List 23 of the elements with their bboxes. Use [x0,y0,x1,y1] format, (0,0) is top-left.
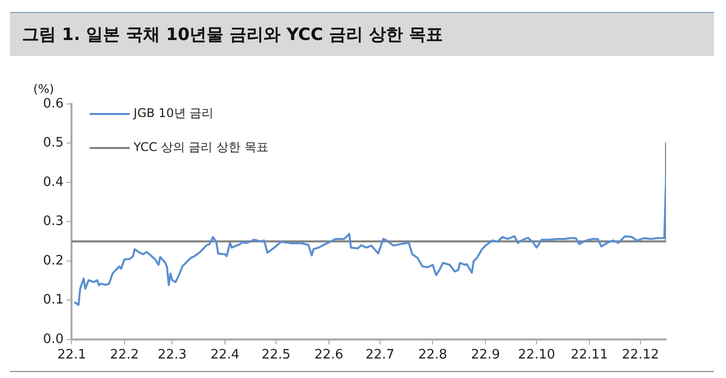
x-tick-label: 22.7 [365,348,394,363]
chart-title: 그림 1. 일본 국채 10년물 금리와 YCC 금리 상한 목표 [22,24,443,46]
legend-label: JGB 10년 금리 [132,106,214,120]
y-tick-label: 0.2 [42,253,64,268]
x-tick-label: 22.4 [210,348,240,363]
x-tick-label: 22.10 [518,348,556,363]
y-tick-label: 0.0 [42,332,64,347]
x-tick-label: 22.3 [158,348,187,363]
x-tick-label: 22.11 [570,348,608,363]
x-tick-label: 22.6 [314,348,344,363]
y-axis-title: (%) [33,82,54,96]
y-tick-label: 0.3 [42,214,64,230]
y-tick-label: 0.1 [42,292,64,308]
y-tick-label: 0.5 [42,136,64,151]
x-tick-label: 22.2 [110,348,139,363]
x-tick-label: 22.5 [262,348,291,363]
legend-label: YCC 상의 금리 상한 목표 [132,140,268,154]
x-tick-label: 22.8 [418,348,448,363]
y-tick-label: 0.6 [42,96,64,112]
y-tick-label: 0.4 [42,174,64,190]
x-tick-label: 22.12 [622,348,660,363]
x-tick-label: 22.9 [471,348,500,363]
x-tick-label: 22.1 [57,348,86,363]
